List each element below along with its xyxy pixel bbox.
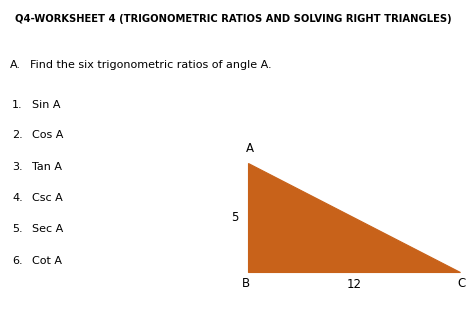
Text: 3.: 3. [12,162,22,172]
Text: A.: A. [10,60,21,70]
Text: Tan A: Tan A [32,162,62,172]
Text: B: B [242,277,250,290]
Text: C: C [458,277,466,290]
Text: 5.: 5. [12,224,22,234]
Text: Cot A: Cot A [32,256,62,266]
Text: 12: 12 [347,278,361,291]
Text: 1.: 1. [12,100,22,110]
Text: 5: 5 [231,211,238,224]
Text: Q4-WORKSHEET 4 (TRIGONOMETRIC RATIOS AND SOLVING RIGHT TRIANGLES): Q4-WORKSHEET 4 (TRIGONOMETRIC RATIOS AND… [14,14,451,24]
Text: 4.: 4. [12,193,23,203]
Polygon shape [248,163,460,272]
Text: 2.: 2. [12,130,23,140]
Text: Cos A: Cos A [32,130,64,140]
Text: Sec A: Sec A [32,224,63,234]
Text: 6.: 6. [12,256,22,266]
Text: Sin A: Sin A [32,100,61,110]
Text: Find the six trigonometric ratios of angle A.: Find the six trigonometric ratios of ang… [30,60,272,70]
Text: A: A [246,142,254,155]
Text: Csc A: Csc A [32,193,63,203]
